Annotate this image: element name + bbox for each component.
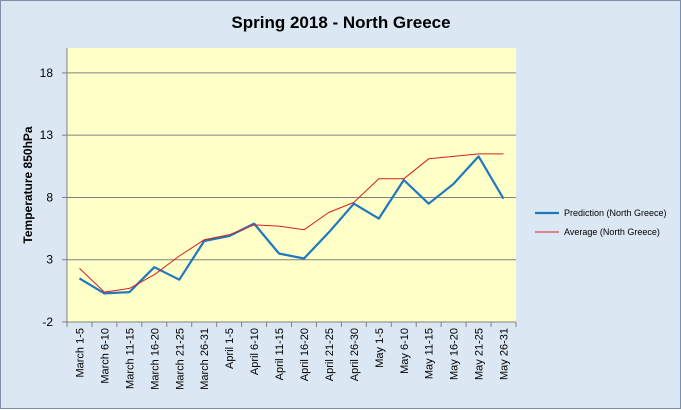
legend-label: Prediction (North Greece) — [564, 208, 667, 218]
y-axis-label: Temperature 850hPa — [21, 126, 35, 243]
chart-title: Spring 2018 - North Greece — [231, 13, 450, 32]
x-tick-label: April 1-5 — [224, 328, 236, 369]
x-tick-label: April 26-30 — [349, 328, 361, 381]
x-tick-label: March 26-31 — [199, 328, 211, 390]
y-tick-labels: -2 3 8 13 18 — [40, 66, 67, 329]
y-tick-label: 3 — [46, 253, 53, 267]
y-tick-label: -2 — [42, 315, 53, 329]
x-tick-label: April 11-15 — [274, 328, 286, 380]
series-lines — [78, 153, 505, 295]
plot-area — [67, 48, 516, 322]
x-tick-label: May 26-31 — [499, 328, 511, 380]
x-tick-label: May 16-20 — [449, 328, 461, 380]
x-tick-label: May 6-10 — [399, 328, 411, 374]
y-tick-label: 8 — [46, 190, 53, 204]
x-tick-label: March 6-10 — [99, 328, 111, 384]
x-tick-label: May 1-5 — [374, 328, 386, 368]
x-tick-label: May 11-15 — [424, 328, 436, 379]
gridlines — [67, 72, 516, 261]
legend-label: Average (North Greece) — [564, 227, 660, 237]
x-tick-label: April 21-25 — [324, 328, 336, 381]
y-tick-label: 13 — [40, 128, 54, 142]
x-tick-label: March 11-15 — [124, 328, 136, 389]
x-tick-label: April 6-10 — [249, 328, 261, 375]
x-tick-label: April 16-20 — [299, 328, 311, 381]
x-tick-labels: March 1-5 March 6-10 March 11-15 March 16-2… — [66, 322, 517, 390]
legend: Prediction (North Greece) Average (North … — [535, 208, 667, 237]
x-tick-label: March 21-25 — [174, 328, 186, 390]
x-tick-label: May 21-25 — [474, 328, 486, 380]
series-line-1 — [79, 153, 504, 293]
series-line-0 — [78, 155, 505, 295]
x-tick-label: March 1-5 — [74, 328, 86, 378]
y-tick-label: 18 — [40, 66, 54, 80]
x-tick-label: March 16-20 — [149, 328, 161, 390]
